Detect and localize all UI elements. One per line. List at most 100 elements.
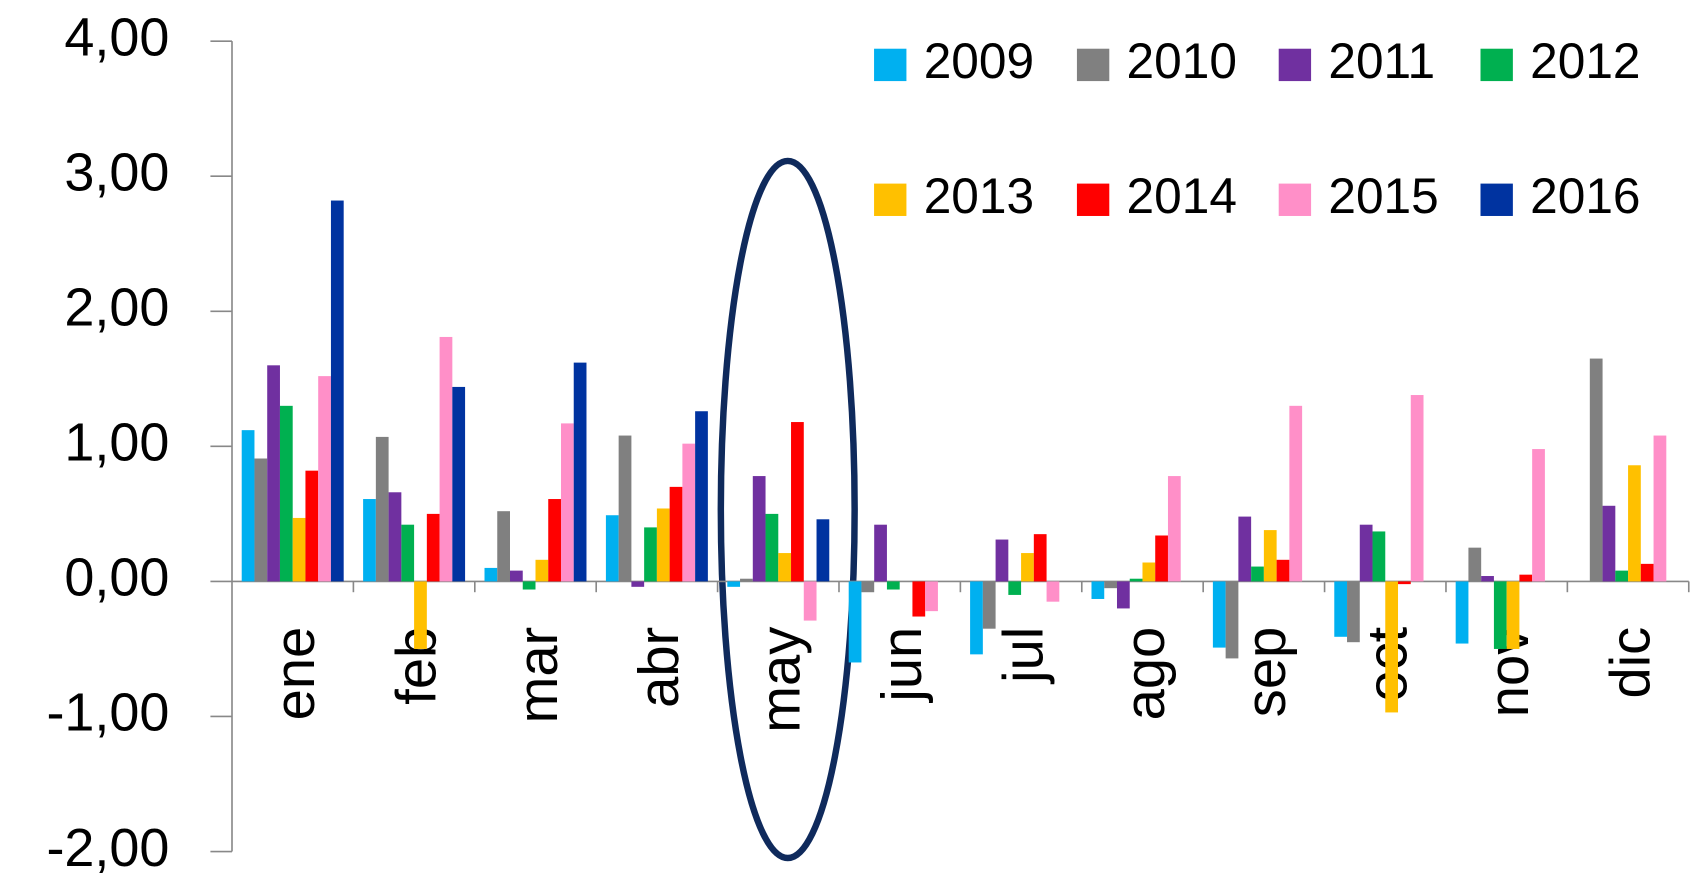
bar	[1493, 581, 1507, 649]
legend-swatch	[874, 183, 907, 216]
bar	[1212, 581, 1226, 648]
legend-swatch	[1076, 183, 1110, 216]
legend-label: 2010	[1127, 33, 1237, 89]
bar	[752, 476, 766, 582]
bar	[1225, 581, 1239, 659]
bar	[1046, 581, 1060, 602]
bar	[439, 336, 453, 582]
bar	[241, 430, 255, 582]
bar	[1289, 405, 1303, 582]
x-tick-label: sep	[1234, 627, 1297, 717]
bar	[363, 499, 376, 582]
legend-swatch	[1480, 48, 1513, 82]
bar	[816, 519, 830, 582]
y-tick-label: 2,00	[64, 278, 169, 338]
bar	[618, 435, 632, 582]
legend-label: 2012	[1530, 33, 1640, 89]
legend-label: 2014	[1127, 168, 1237, 224]
legend-label: 2015	[1328, 168, 1438, 224]
bar	[1589, 358, 1603, 582]
legend-swatch	[1278, 183, 1312, 216]
bar	[765, 513, 779, 582]
bar	[1116, 581, 1130, 609]
bar	[874, 524, 887, 582]
y-tick-label: 1,00	[64, 413, 169, 473]
bar	[254, 458, 268, 582]
bar	[970, 581, 983, 655]
y-tick-label: 3,00	[64, 142, 169, 202]
x-tick-label: ene	[263, 627, 326, 721]
bar	[292, 517, 306, 582]
bar	[861, 581, 875, 593]
bar	[1653, 435, 1667, 582]
bar	[791, 422, 804, 582]
bar	[318, 376, 331, 582]
bar	[1398, 581, 1411, 585]
bar	[375, 436, 389, 582]
bar	[605, 515, 619, 582]
legend-label: 2016	[1530, 168, 1640, 224]
legend-label: 2011	[1328, 33, 1435, 89]
bar	[669, 486, 683, 582]
bar	[1410, 395, 1424, 582]
bar	[695, 411, 708, 582]
y-tick-label: -1,00	[46, 683, 169, 743]
bar	[510, 570, 523, 582]
bar	[1532, 449, 1545, 582]
bar	[1008, 581, 1022, 595]
bar	[330, 200, 344, 582]
bar	[1142, 562, 1156, 582]
highlight-ellipse	[717, 157, 858, 862]
bar	[1129, 578, 1143, 582]
bar	[1334, 581, 1348, 637]
bar	[631, 581, 645, 587]
bar	[1519, 574, 1533, 582]
bar	[727, 581, 741, 587]
y-tick-label: -2,00	[46, 818, 169, 878]
bar	[740, 578, 753, 582]
bar	[279, 405, 293, 582]
bar	[414, 581, 427, 649]
bar	[484, 567, 498, 582]
legend-label: 2013	[924, 168, 1034, 224]
bar	[656, 508, 670, 582]
bar	[426, 513, 440, 582]
bar	[1602, 505, 1616, 582]
bar	[1251, 566, 1264, 582]
bar	[1372, 531, 1386, 582]
bar	[388, 492, 402, 582]
bar	[573, 362, 587, 582]
bar	[1033, 534, 1047, 582]
bar	[1276, 559, 1290, 582]
x-tick-label: jun	[870, 627, 933, 704]
bar	[560, 423, 574, 582]
bar	[1481, 576, 1494, 582]
bar	[1615, 570, 1629, 582]
bar	[1155, 535, 1168, 582]
bar	[1359, 524, 1373, 582]
bar	[305, 470, 319, 582]
bar	[912, 581, 926, 617]
bar	[522, 581, 536, 590]
bar	[401, 524, 415, 582]
y-tick-label: 4,00	[64, 7, 169, 67]
bar	[1640, 563, 1654, 582]
bar	[535, 559, 549, 582]
bar	[1468, 547, 1482, 582]
x-tick-label: may	[749, 627, 812, 733]
legend-label: 2009	[924, 33, 1034, 89]
legend-swatch	[1076, 48, 1110, 82]
bar	[1347, 581, 1360, 643]
legend-swatch	[874, 48, 907, 82]
bar	[1628, 465, 1641, 582]
bar	[925, 581, 938, 612]
bar	[267, 365, 280, 582]
bar	[548, 499, 561, 582]
legend-swatch	[1278, 48, 1312, 82]
x-tick-label: mar	[506, 627, 569, 724]
bar	[1167, 476, 1181, 582]
bar	[1104, 581, 1117, 589]
bar	[1238, 516, 1252, 582]
bar	[497, 511, 511, 582]
